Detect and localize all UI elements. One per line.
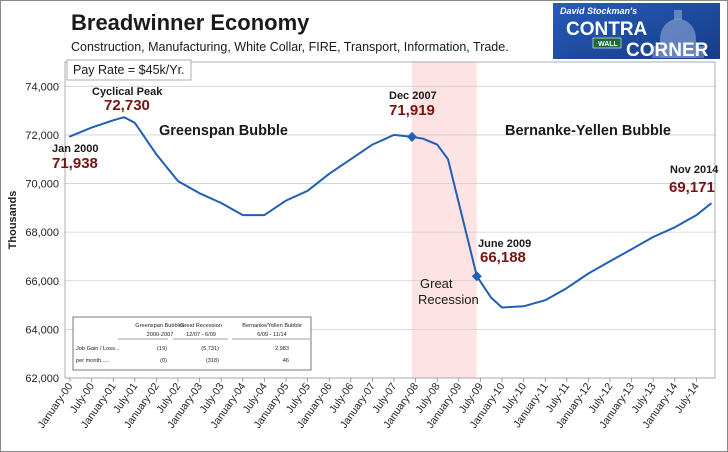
table-header: Bernanke/Yellen Bubble bbox=[242, 323, 302, 329]
table-cell: (318) bbox=[206, 358, 219, 364]
y-axis-label: Thousands bbox=[7, 191, 19, 250]
y-tick-label: 72,000 bbox=[25, 130, 59, 142]
table-frame bbox=[72, 316, 312, 371]
region-label-bernanke-yellen: Bernanke-Yellen Bubble bbox=[505, 123, 671, 139]
marker-layer bbox=[407, 131, 482, 282]
annotation-value: 72,730 bbox=[104, 97, 150, 114]
y-tick-label: 74,000 bbox=[25, 81, 59, 93]
table-cell: (0) bbox=[160, 358, 167, 364]
chart-title: Breadwinner Economy bbox=[71, 10, 310, 35]
pay-rate-box bbox=[66, 59, 192, 81]
y-axis-ticks: 62,000 64,000 66,000 68,000 70,000 72,000 74,0… bbox=[25, 81, 59, 385]
table-row-label: per month..... bbox=[76, 358, 109, 364]
wall-street-sign-icon: WALL bbox=[592, 37, 622, 49]
recession-shade-layer bbox=[412, 62, 477, 378]
annotation-label: June 2009 bbox=[478, 238, 531, 250]
marker-dec-2007 bbox=[407, 131, 417, 142]
capitol-dome-icon bbox=[652, 10, 704, 58]
table-row-label: Job Gain / Loss... bbox=[76, 346, 120, 352]
logo-line2: CONTRA bbox=[566, 19, 648, 40]
table-cell: (19) bbox=[157, 346, 167, 352]
chart-subtitle: Construction, Manufacturing, White Colla… bbox=[71, 40, 509, 54]
annotation-label: Jan 2000 bbox=[52, 143, 98, 155]
y-tick-label: 62,000 bbox=[25, 373, 59, 385]
table-header: Greenspan Bubbles bbox=[135, 323, 185, 329]
pay-rate-note: Pay Rate = $45k/Yr. bbox=[73, 63, 185, 77]
logo-sign-text: WALL bbox=[598, 41, 619, 48]
summary-table: Greenspan Bubbles 2000-2007 Great Recessio… bbox=[72, 316, 312, 371]
table-subheader: 2000-2007 bbox=[147, 332, 174, 338]
y-tick-label: 66,000 bbox=[25, 276, 59, 288]
annotation-value: 66,188 bbox=[480, 249, 526, 266]
table-cell: 46 bbox=[283, 358, 289, 364]
logo-line3: CORNER bbox=[626, 40, 709, 61]
annotation-value: 71,938 bbox=[52, 155, 98, 172]
recession-shade bbox=[412, 62, 477, 378]
marker-june-2009 bbox=[471, 271, 482, 282]
table-subheader: 12/07 - 6/09 bbox=[186, 332, 216, 338]
series-line-layer bbox=[69, 116, 712, 309]
table-cell: 2,983 bbox=[275, 346, 289, 352]
table-cell: (5,731) bbox=[201, 346, 219, 352]
plot-border bbox=[64, 61, 716, 379]
annotation-label: Dec 2007 bbox=[389, 90, 437, 102]
annotation-label: Cyclical Peak bbox=[92, 86, 163, 98]
recession-label-line1: Great bbox=[420, 276, 453, 291]
contra-corner-logo: WALL David Stockman's CONTRA CORNER bbox=[553, 3, 720, 61]
recession-label-line2: Recession bbox=[418, 292, 479, 307]
y-tick-label: 64,000 bbox=[25, 324, 59, 336]
y-tick-label: 68,000 bbox=[25, 227, 59, 239]
y-tick-label: 70,000 bbox=[25, 179, 59, 191]
logo-line1: David Stockman's bbox=[560, 6, 637, 16]
series-line bbox=[69, 116, 712, 309]
table-header: Great Recession bbox=[180, 323, 222, 329]
annotation-label: Nov 2014 bbox=[670, 164, 719, 176]
annotation-value: 71,919 bbox=[389, 102, 435, 119]
region-label-greenspan: Greenspan Bubble bbox=[159, 123, 288, 139]
table-subheader: 6/09 - 11/14 bbox=[257, 332, 286, 338]
annotation-value: 69,171 bbox=[669, 179, 715, 196]
